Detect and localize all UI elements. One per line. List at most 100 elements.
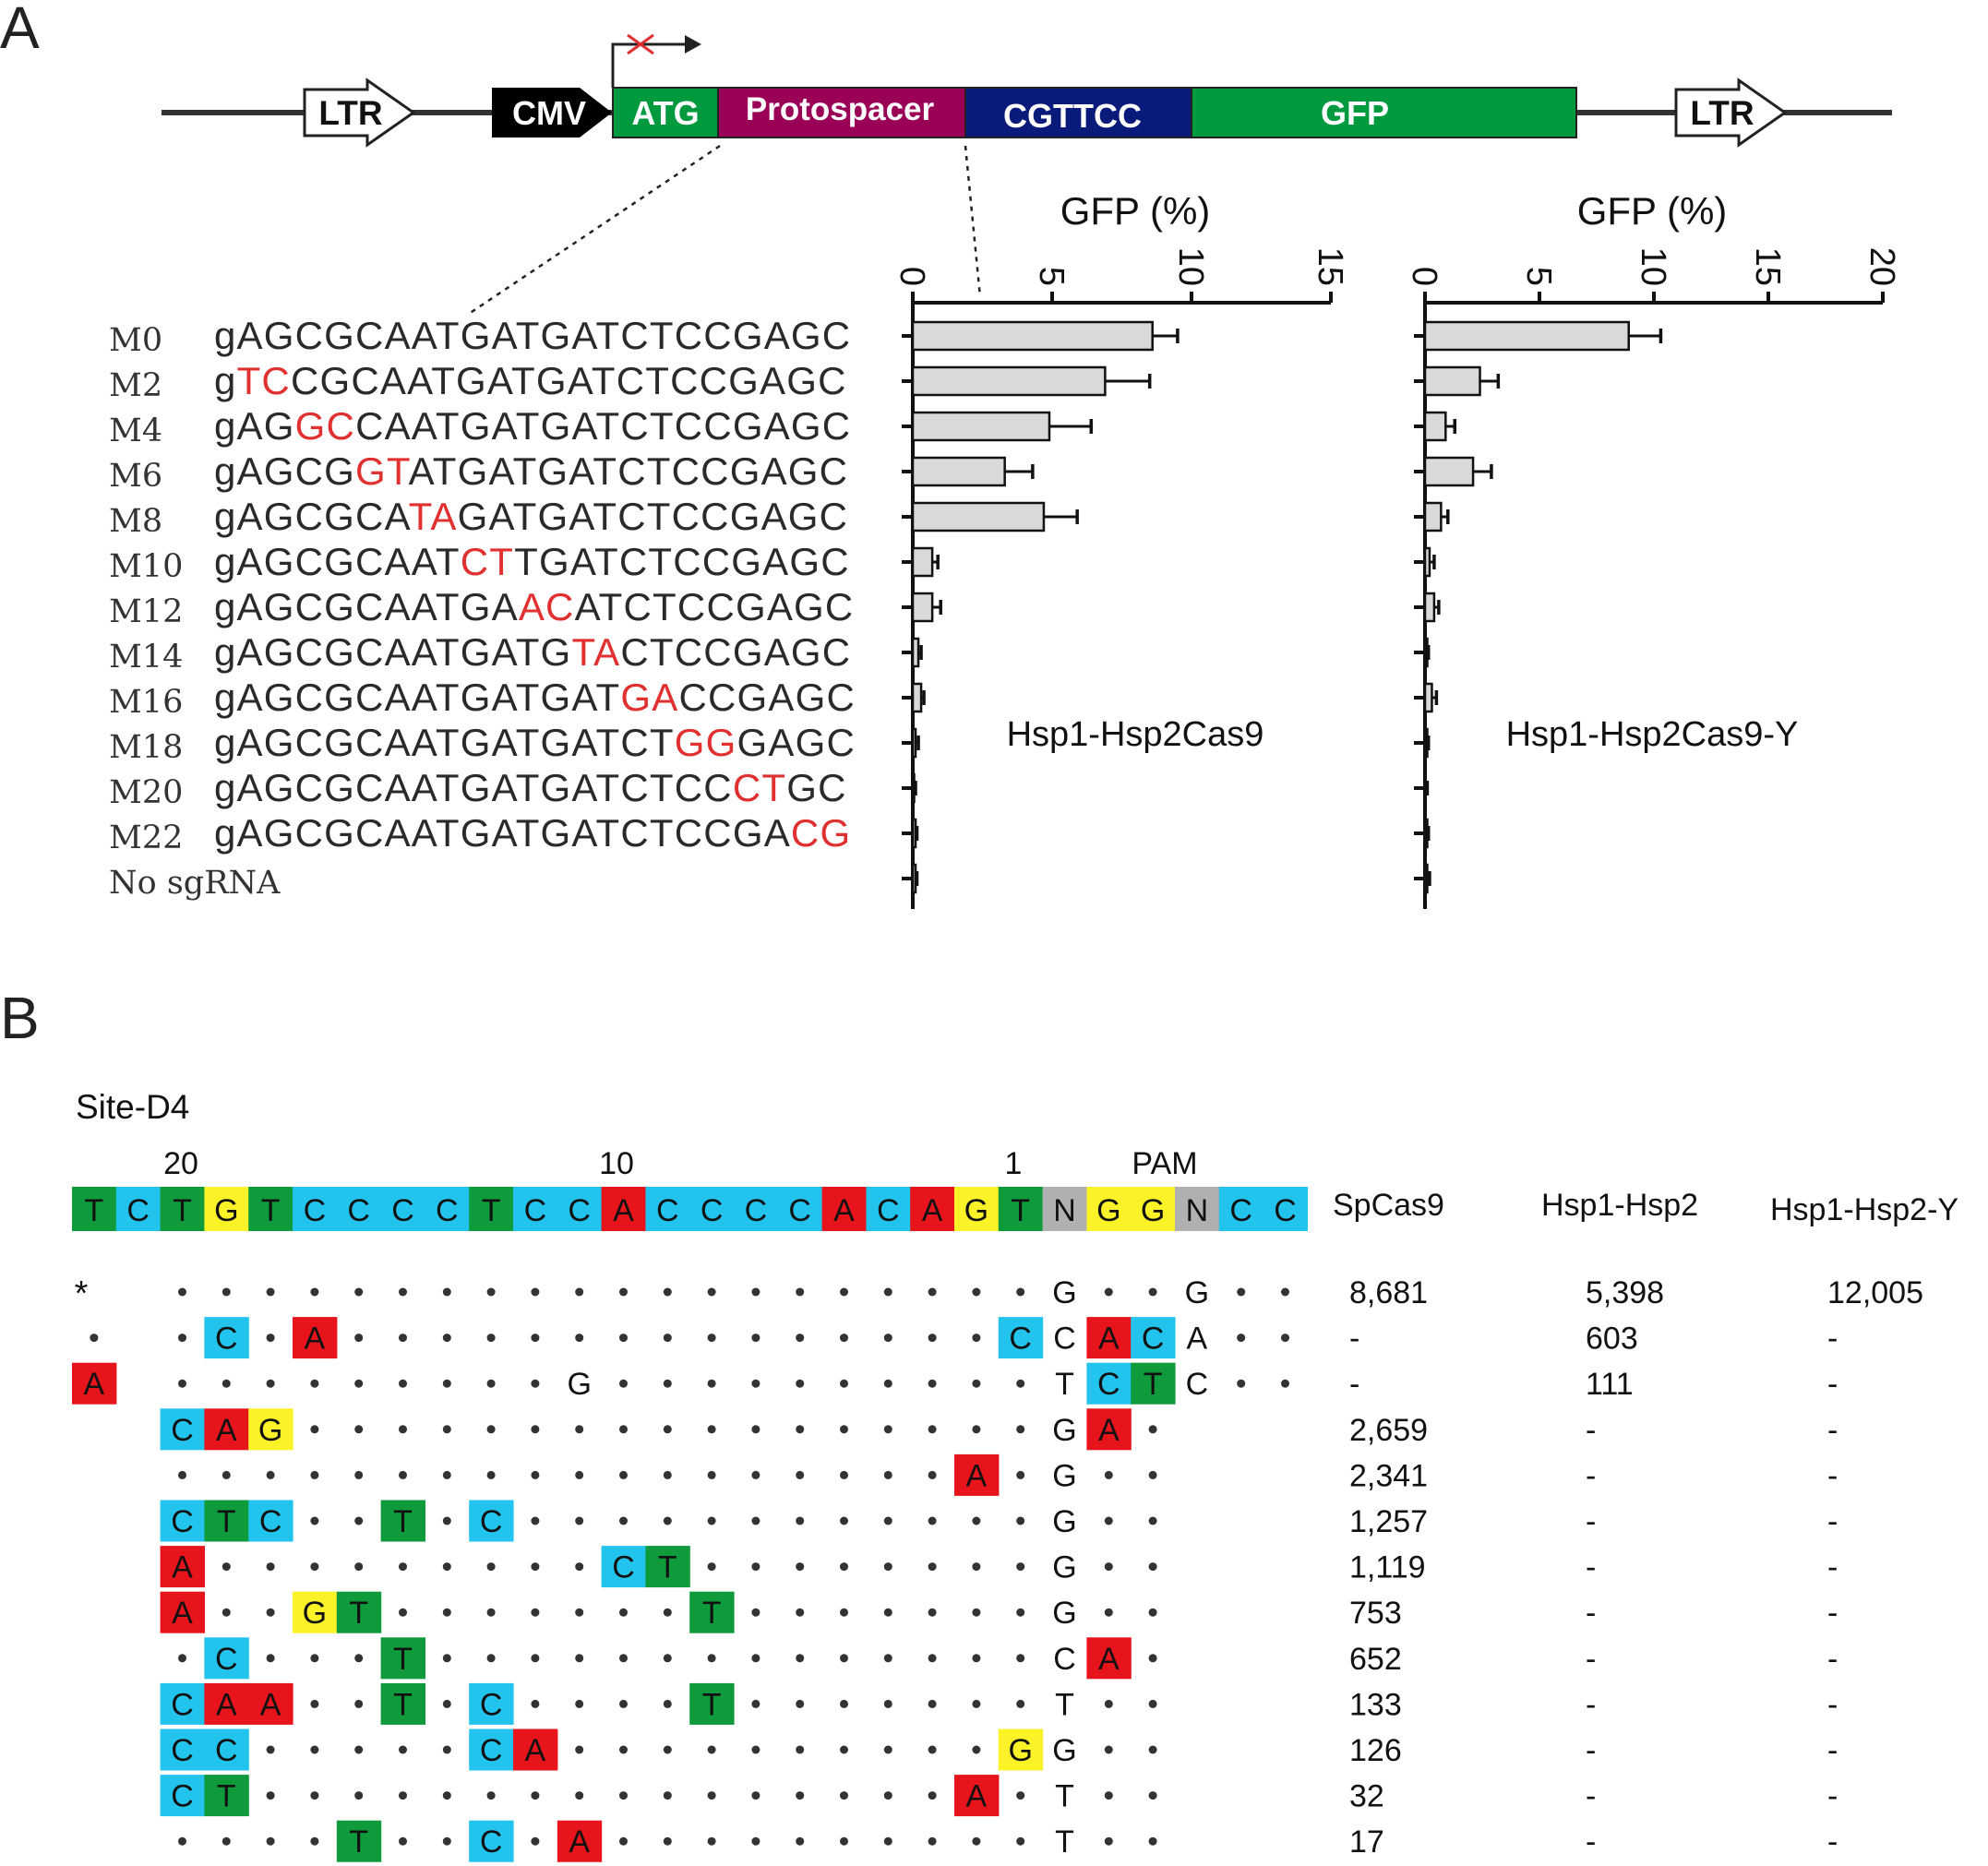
match-dot [663,1470,672,1479]
match-dot [663,1745,672,1754]
match-dot [531,1425,540,1434]
match-dot [222,1608,231,1617]
base-letter: G [303,1596,327,1631]
count-spcas9: 126 [1349,1733,1402,1768]
match-dot [442,1425,451,1434]
base-letter: A [172,1596,193,1631]
sequence-segment: gAGCGCAATGA [214,585,519,628]
match-dot [928,1470,937,1479]
offtarget-row: C T A T 32- - [160,1775,1838,1817]
match-dot [486,1334,496,1343]
reference-base: C [436,1193,459,1228]
bar-m2 [911,365,1107,397]
reference-cell [1131,1187,1176,1231]
match-dot [442,1334,451,1343]
gfp-box: GFP [1191,87,1577,138]
match-dot [399,1745,407,1754]
bar-m0 [1423,320,1630,352]
mismatch-cell [469,1500,514,1542]
match-dot [1148,1608,1157,1617]
mismatch-cell [293,1591,338,1633]
base-letter: C [480,1733,503,1768]
base-letter: A [1098,1413,1120,1448]
mismatch-cell [204,1408,249,1451]
match-dot [883,1608,892,1617]
mutation-bases: CG [791,811,851,855]
zoom-line-left [468,144,721,316]
match-dot [619,1608,628,1617]
base-letter: A [84,1367,105,1402]
base-letter: G [1052,1596,1076,1631]
match-dot [310,1516,319,1525]
bar-m2 [1423,365,1481,397]
match-dot [442,1699,451,1708]
count-spcas9: 1,257 [1349,1504,1428,1539]
match-dot [663,1334,672,1343]
position-10-label: 10 [599,1146,634,1181]
match-dot [1104,1836,1113,1846]
match-dot [310,1654,319,1663]
match-dot [883,1654,892,1663]
reference-cell [1175,1187,1220,1231]
cmv-label: CMV [512,94,586,132]
match-dot [442,1654,451,1663]
match-dot [354,1287,364,1297]
sequence-name: M16 [109,684,183,721]
mismatch-cell [160,1775,205,1817]
match-dot [972,1334,981,1343]
position-20-label: 20 [163,1146,198,1181]
chart-title: Hsp1-Hsp2Cas9 [1007,715,1264,754]
base-letter: C [612,1550,635,1585]
match-dot [178,1836,186,1846]
match-dot [840,1516,848,1525]
base-letter: C [215,1733,238,1768]
sequence-segment: gAGCGCAATGATGATCTCC [214,766,733,809]
x-axis-label: GFP (%) [1060,189,1211,233]
reference-cell [821,1187,867,1231]
sequence-text: gAGCGCAATGATGATCTCCGACG [214,811,851,855]
match-dot [928,1287,937,1297]
mismatch-cell [204,1500,249,1542]
offtarget-row: C A A T C T T 133- - [160,1682,1838,1725]
sequence-segment: gAGCGCAATGATG [214,630,571,674]
sequence-text: gAGCGCAATGATGATCTCCGAGC [214,314,851,357]
bar-m8 [911,501,1046,532]
match-dot [883,1791,892,1800]
match-dot [796,1470,805,1479]
reference-base: G [1096,1193,1120,1228]
match-dot [575,1470,584,1479]
base-letter: C [1009,1322,1032,1357]
reference-base: C [524,1193,547,1228]
base-letter: T [1055,1824,1074,1860]
match-dot [663,1654,672,1663]
bar-m12 [911,592,934,623]
bar-m16 [1423,682,1433,713]
base-letter: G [258,1413,282,1448]
match-dot [928,1516,937,1525]
match-dot [1016,1425,1025,1434]
x-tick-label: 15 [1748,247,1787,286]
bar-m16 [911,682,923,713]
x-tick-label: 10 [1634,247,1672,286]
offtarget-row: C C C A G G 126- - [160,1728,1838,1771]
base-letter: A [1098,1642,1120,1677]
mismatch-cell [998,1317,1044,1359]
match-dot [222,1470,231,1479]
reference-cell [380,1187,425,1231]
sequence-name: M10 [109,548,183,585]
base-letter: G [1052,1458,1076,1493]
match-dot [354,1334,364,1343]
match-dot [663,1379,672,1388]
match-dot [575,1745,584,1754]
cgttcc-label: CGTTCC [1003,97,1142,135]
match-dot [619,1836,628,1846]
match-dot [840,1470,848,1479]
mismatch-cell [204,1775,249,1817]
sequence-text: gAGCGCAATGATGATCTGGGAGC [214,721,856,764]
match-dot [751,1745,760,1754]
sequence-segment: ATGATGATCTCCGAGC [409,449,849,493]
base-letter: T [349,1824,368,1860]
chart-hsp1-hsp2cas9-y: GFP (%) 0 5 10 15 20 Hsp1-Hsp2Cas9-Y [1405,189,1901,909]
base-letter: A [172,1550,193,1585]
mismatch-cell [1086,1637,1132,1680]
